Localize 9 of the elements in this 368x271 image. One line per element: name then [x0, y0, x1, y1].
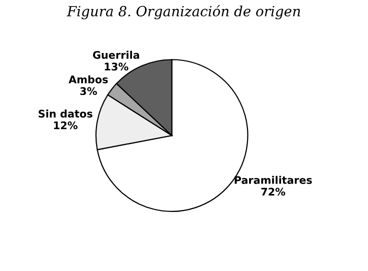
- slice-label: Guerrila: [92, 50, 140, 59]
- slice-label: Sin datos: [38, 110, 92, 118]
- chart-title: Figura 8. Organización de origen: [66, 5, 300, 20]
- data-label: 72%: [261, 188, 286, 196]
- data-label: 3%: [80, 87, 97, 96]
- slice-label: Paramilitares: [234, 176, 312, 184]
- data-label: 12%: [54, 121, 78, 130]
- slice-label: Ambos: [68, 75, 108, 84]
- data-label: 13%: [104, 62, 128, 71]
